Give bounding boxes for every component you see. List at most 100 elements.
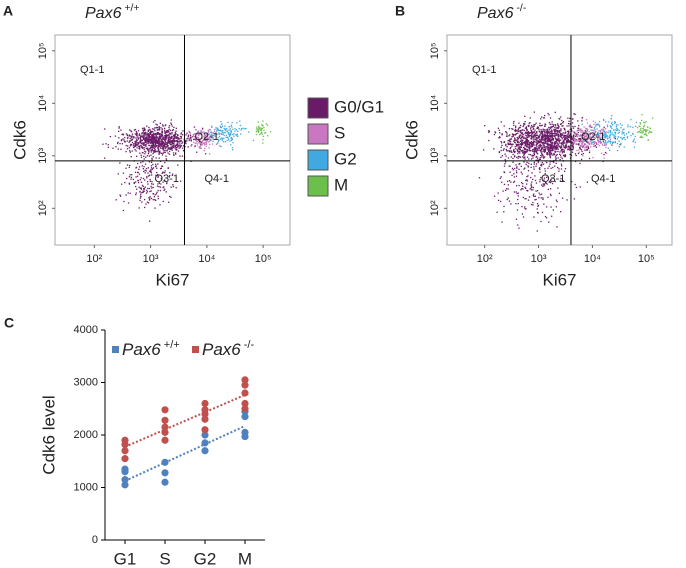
cell-dot: [168, 136, 171, 139]
cell-dot: [488, 130, 491, 132]
cell-dot: [533, 133, 535, 135]
cell-dot: [222, 133, 224, 135]
cell-dot: [620, 142, 622, 145]
cell-dot: [532, 178, 534, 181]
cell-dot: [188, 138, 191, 140]
cell-dot: [509, 171, 511, 173]
cell-dot: [537, 135, 540, 138]
cell-dot: [633, 138, 635, 140]
cell-dot: [588, 150, 591, 152]
cell-dot: [571, 137, 574, 139]
cell-dot: [136, 134, 138, 136]
cell-dot: [509, 165, 511, 167]
cell-dot: [229, 128, 231, 130]
cell-dot: [632, 139, 635, 142]
cell-dot: [192, 141, 195, 143]
cell-dot: [584, 130, 586, 132]
cell-dot: [579, 138, 582, 141]
cell-dot: [574, 153, 577, 155]
cell-dot: [575, 143, 577, 145]
cell-dot: [540, 151, 542, 153]
cell-dot: [601, 136, 603, 138]
cell-dot: [579, 137, 581, 140]
cell-dot: [517, 143, 520, 146]
cell-dot: [602, 130, 604, 132]
cell-dot: [149, 132, 151, 134]
cell-dot: [560, 147, 562, 149]
cell-dot: [144, 138, 146, 140]
cell-dot: [552, 133, 555, 135]
data-dot: [161, 406, 169, 414]
cell-dot: [201, 134, 203, 136]
cell-dot: [139, 135, 142, 137]
cell-dot: [567, 149, 569, 151]
cell-dot: [558, 153, 561, 156]
cell-dot: [513, 133, 515, 136]
cell-dot: [164, 170, 166, 172]
cell-dot: [607, 147, 610, 149]
cell-dot: [150, 167, 153, 169]
cell-dot: [534, 132, 537, 135]
cell-dot: [543, 185, 545, 187]
cell-dot: [142, 132, 144, 134]
cell-dot: [543, 151, 546, 153]
cell-dot: [537, 126, 540, 129]
cell-dot: [174, 131, 176, 134]
cell-dot: [560, 145, 562, 147]
cell-dot: [544, 140, 546, 142]
cell-dot: [154, 144, 156, 146]
cell-dot: [172, 184, 174, 186]
cell-dot: [591, 136, 593, 138]
cell-dot: [576, 132, 578, 134]
cell-dot: [576, 134, 578, 136]
cell-dot: [181, 141, 184, 143]
cell-dot: [228, 129, 230, 131]
cell-dot: [540, 131, 542, 133]
cell-dot: [244, 128, 246, 130]
cell-dot: [576, 130, 578, 132]
cell-dot: [597, 134, 599, 136]
cell-dot: [550, 144, 552, 146]
cell-dot: [549, 133, 551, 135]
cell-dot: [147, 202, 150, 204]
cell-dot: [530, 140, 533, 143]
cell-dot: [521, 140, 523, 142]
cell-dot: [603, 133, 605, 136]
cell-dot: [580, 144, 582, 146]
cell-dot: [150, 197, 153, 200]
cell-dot: [257, 129, 260, 131]
cell-dot: [543, 117, 545, 119]
data-dot: [121, 481, 129, 489]
cell-dot: [142, 167, 145, 170]
cell-dot: [524, 145, 526, 147]
cell-dot: [179, 143, 181, 145]
cell-dot: [158, 136, 160, 139]
cell-dot: [152, 121, 155, 123]
cell-dot: [571, 142, 573, 144]
cell-dot: [190, 140, 192, 142]
cell-dot: [522, 185, 524, 187]
cell-dot: [562, 122, 564, 124]
cell-dot: [513, 156, 516, 158]
cell-dot: [604, 135, 606, 137]
cell-dot: [536, 131, 538, 133]
cell-dot: [157, 146, 160, 148]
cell-dot: [554, 134, 556, 136]
cell-dot: [149, 170, 151, 172]
cell-dot: [126, 137, 129, 139]
cell-dot: [612, 129, 615, 131]
cell-dot: [230, 137, 232, 139]
cell-dot: [558, 192, 561, 194]
cell-dot: [583, 144, 586, 146]
legend-label: G0/G1: [334, 97, 384, 116]
cell-dot: [168, 142, 170, 144]
cell-dot: [604, 142, 607, 144]
cell-dot: [586, 131, 588, 133]
cell-dot: [551, 134, 554, 136]
data-dot: [161, 469, 169, 477]
cell-dot: [497, 192, 499, 194]
cell-dot: [176, 139, 178, 142]
cell-dot: [156, 141, 159, 144]
cell-dot: [547, 130, 549, 132]
cell-dot: [160, 141, 163, 143]
